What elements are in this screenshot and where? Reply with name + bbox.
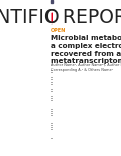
Bar [51,0,53,3]
Text: Author Name¹, Author Name²†, Author Name³, First & Second Authors¹,
Correspondin: Author Name¹, Author Name²†, Author Name… [51,63,121,72]
Bar [51,84,53,85]
Bar [51,100,53,101]
Bar [51,70,53,71]
Bar [51,113,53,114]
Bar [51,123,53,124]
Bar [51,138,53,139]
Bar [51,89,53,90]
Bar [51,79,53,80]
Text: SCIENTIFIC REPORTS: SCIENTIFIC REPORTS [0,8,121,27]
Bar [51,141,53,142]
Text: OPEN: OPEN [51,28,66,33]
Text: O: O [45,8,60,27]
Bar [51,91,53,92]
Bar [51,127,53,128]
Bar [51,136,53,137]
Bar [51,98,53,99]
Bar [51,111,53,112]
Bar [51,72,53,73]
Bar [51,77,53,78]
Bar [51,129,53,130]
Text: Microbial metabolic networks in
a complex electrogenic biofilm
recovered from a : Microbial metabolic networks in a comple… [51,35,121,64]
Bar [51,96,53,97]
Bar [51,107,53,108]
Circle shape [52,13,53,23]
Bar [51,131,53,132]
Bar [51,125,53,126]
Bar [51,82,53,83]
Bar [51,115,53,116]
Bar [51,109,53,110]
